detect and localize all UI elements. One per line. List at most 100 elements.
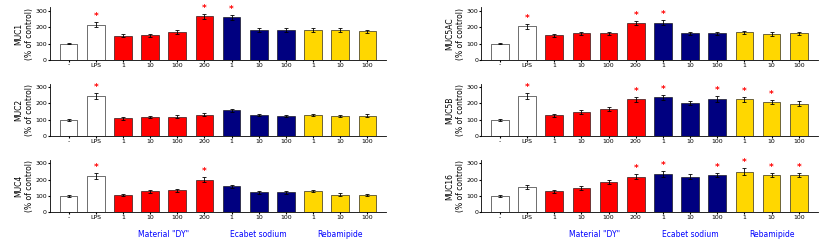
Text: *: * (742, 158, 747, 167)
Y-axis label: MUC5AC
(% of control): MUC5AC (% of control) (445, 8, 465, 60)
Bar (304, 30, 322, 60)
Bar (762, 175, 781, 212)
Bar (709, 33, 726, 60)
Text: *: * (230, 5, 234, 14)
Bar (169, 190, 186, 212)
Bar (762, 102, 781, 136)
Bar (518, 26, 536, 60)
Bar (572, 188, 591, 212)
Bar (790, 33, 808, 60)
Bar (600, 33, 617, 60)
Bar (196, 17, 213, 60)
Bar (735, 32, 753, 60)
Bar (518, 96, 536, 136)
Bar (790, 104, 808, 136)
Y-axis label: MUC2
(% of control): MUC2 (% of control) (14, 84, 34, 136)
Bar (709, 99, 726, 136)
Bar (491, 196, 509, 212)
Text: Material "DY": Material "DY" (569, 230, 620, 239)
Bar (735, 99, 753, 136)
Bar (87, 25, 105, 60)
Bar (331, 30, 349, 60)
Y-axis label: MUC16
(% of control): MUC16 (% of control) (445, 160, 465, 212)
Bar (114, 119, 132, 136)
Bar (358, 31, 377, 60)
Bar (196, 115, 213, 136)
Y-axis label: MUC4
(% of control): MUC4 (% of control) (14, 160, 34, 212)
Bar (59, 120, 78, 136)
Bar (87, 96, 105, 136)
Text: *: * (661, 161, 665, 170)
Bar (277, 116, 295, 136)
Text: *: * (93, 83, 98, 92)
Text: *: * (661, 10, 665, 19)
Bar (59, 196, 78, 212)
Text: *: * (525, 83, 529, 92)
Bar (169, 32, 186, 60)
Bar (545, 35, 563, 60)
Bar (762, 34, 781, 60)
Bar (223, 17, 240, 60)
Text: *: * (661, 85, 665, 94)
Bar (627, 177, 644, 212)
Bar (304, 191, 322, 212)
Bar (114, 195, 132, 212)
Text: *: * (742, 87, 747, 96)
Bar (331, 195, 349, 212)
Bar (250, 192, 268, 212)
Text: *: * (93, 163, 98, 172)
Text: *: * (634, 11, 638, 20)
Bar (250, 30, 268, 60)
Bar (735, 172, 753, 212)
Bar (681, 103, 699, 136)
Bar (572, 33, 591, 60)
Bar (654, 174, 672, 212)
Y-axis label: MUC1
(% of control): MUC1 (% of control) (14, 8, 34, 60)
Text: *: * (796, 163, 801, 171)
Bar (59, 43, 78, 60)
Text: *: * (202, 167, 206, 176)
Bar (790, 175, 808, 212)
Bar (572, 112, 591, 136)
Bar (223, 186, 240, 212)
Bar (250, 115, 268, 136)
Bar (169, 117, 186, 136)
Bar (196, 180, 213, 212)
Bar (277, 192, 295, 212)
Bar (627, 99, 644, 136)
Bar (654, 22, 672, 60)
Text: *: * (525, 14, 529, 23)
Text: *: * (769, 163, 774, 171)
Text: Rebamipide: Rebamipide (317, 230, 363, 239)
Bar (331, 116, 349, 136)
Bar (600, 109, 617, 136)
Text: *: * (769, 90, 774, 99)
Text: Ecabet sodium: Ecabet sodium (230, 230, 287, 239)
Bar (277, 30, 295, 60)
Text: *: * (714, 86, 719, 95)
Bar (600, 182, 617, 212)
Bar (304, 115, 322, 136)
Bar (491, 120, 509, 136)
Text: Rebamipide: Rebamipide (749, 230, 795, 239)
Bar (358, 195, 377, 212)
Bar (681, 33, 699, 60)
Bar (141, 117, 159, 136)
Text: *: * (93, 12, 98, 21)
Bar (627, 23, 644, 60)
Text: *: * (202, 4, 206, 13)
Bar (141, 191, 159, 212)
Bar (545, 115, 563, 136)
Bar (87, 176, 105, 212)
Bar (114, 36, 132, 60)
Text: *: * (714, 163, 719, 171)
Bar (518, 187, 536, 212)
Text: *: * (634, 87, 638, 96)
Bar (141, 35, 159, 60)
Bar (681, 177, 699, 212)
Text: Ecabet sodium: Ecabet sodium (662, 230, 719, 239)
Bar (709, 175, 726, 212)
Bar (358, 116, 377, 136)
Bar (491, 43, 509, 60)
Text: *: * (634, 164, 638, 173)
